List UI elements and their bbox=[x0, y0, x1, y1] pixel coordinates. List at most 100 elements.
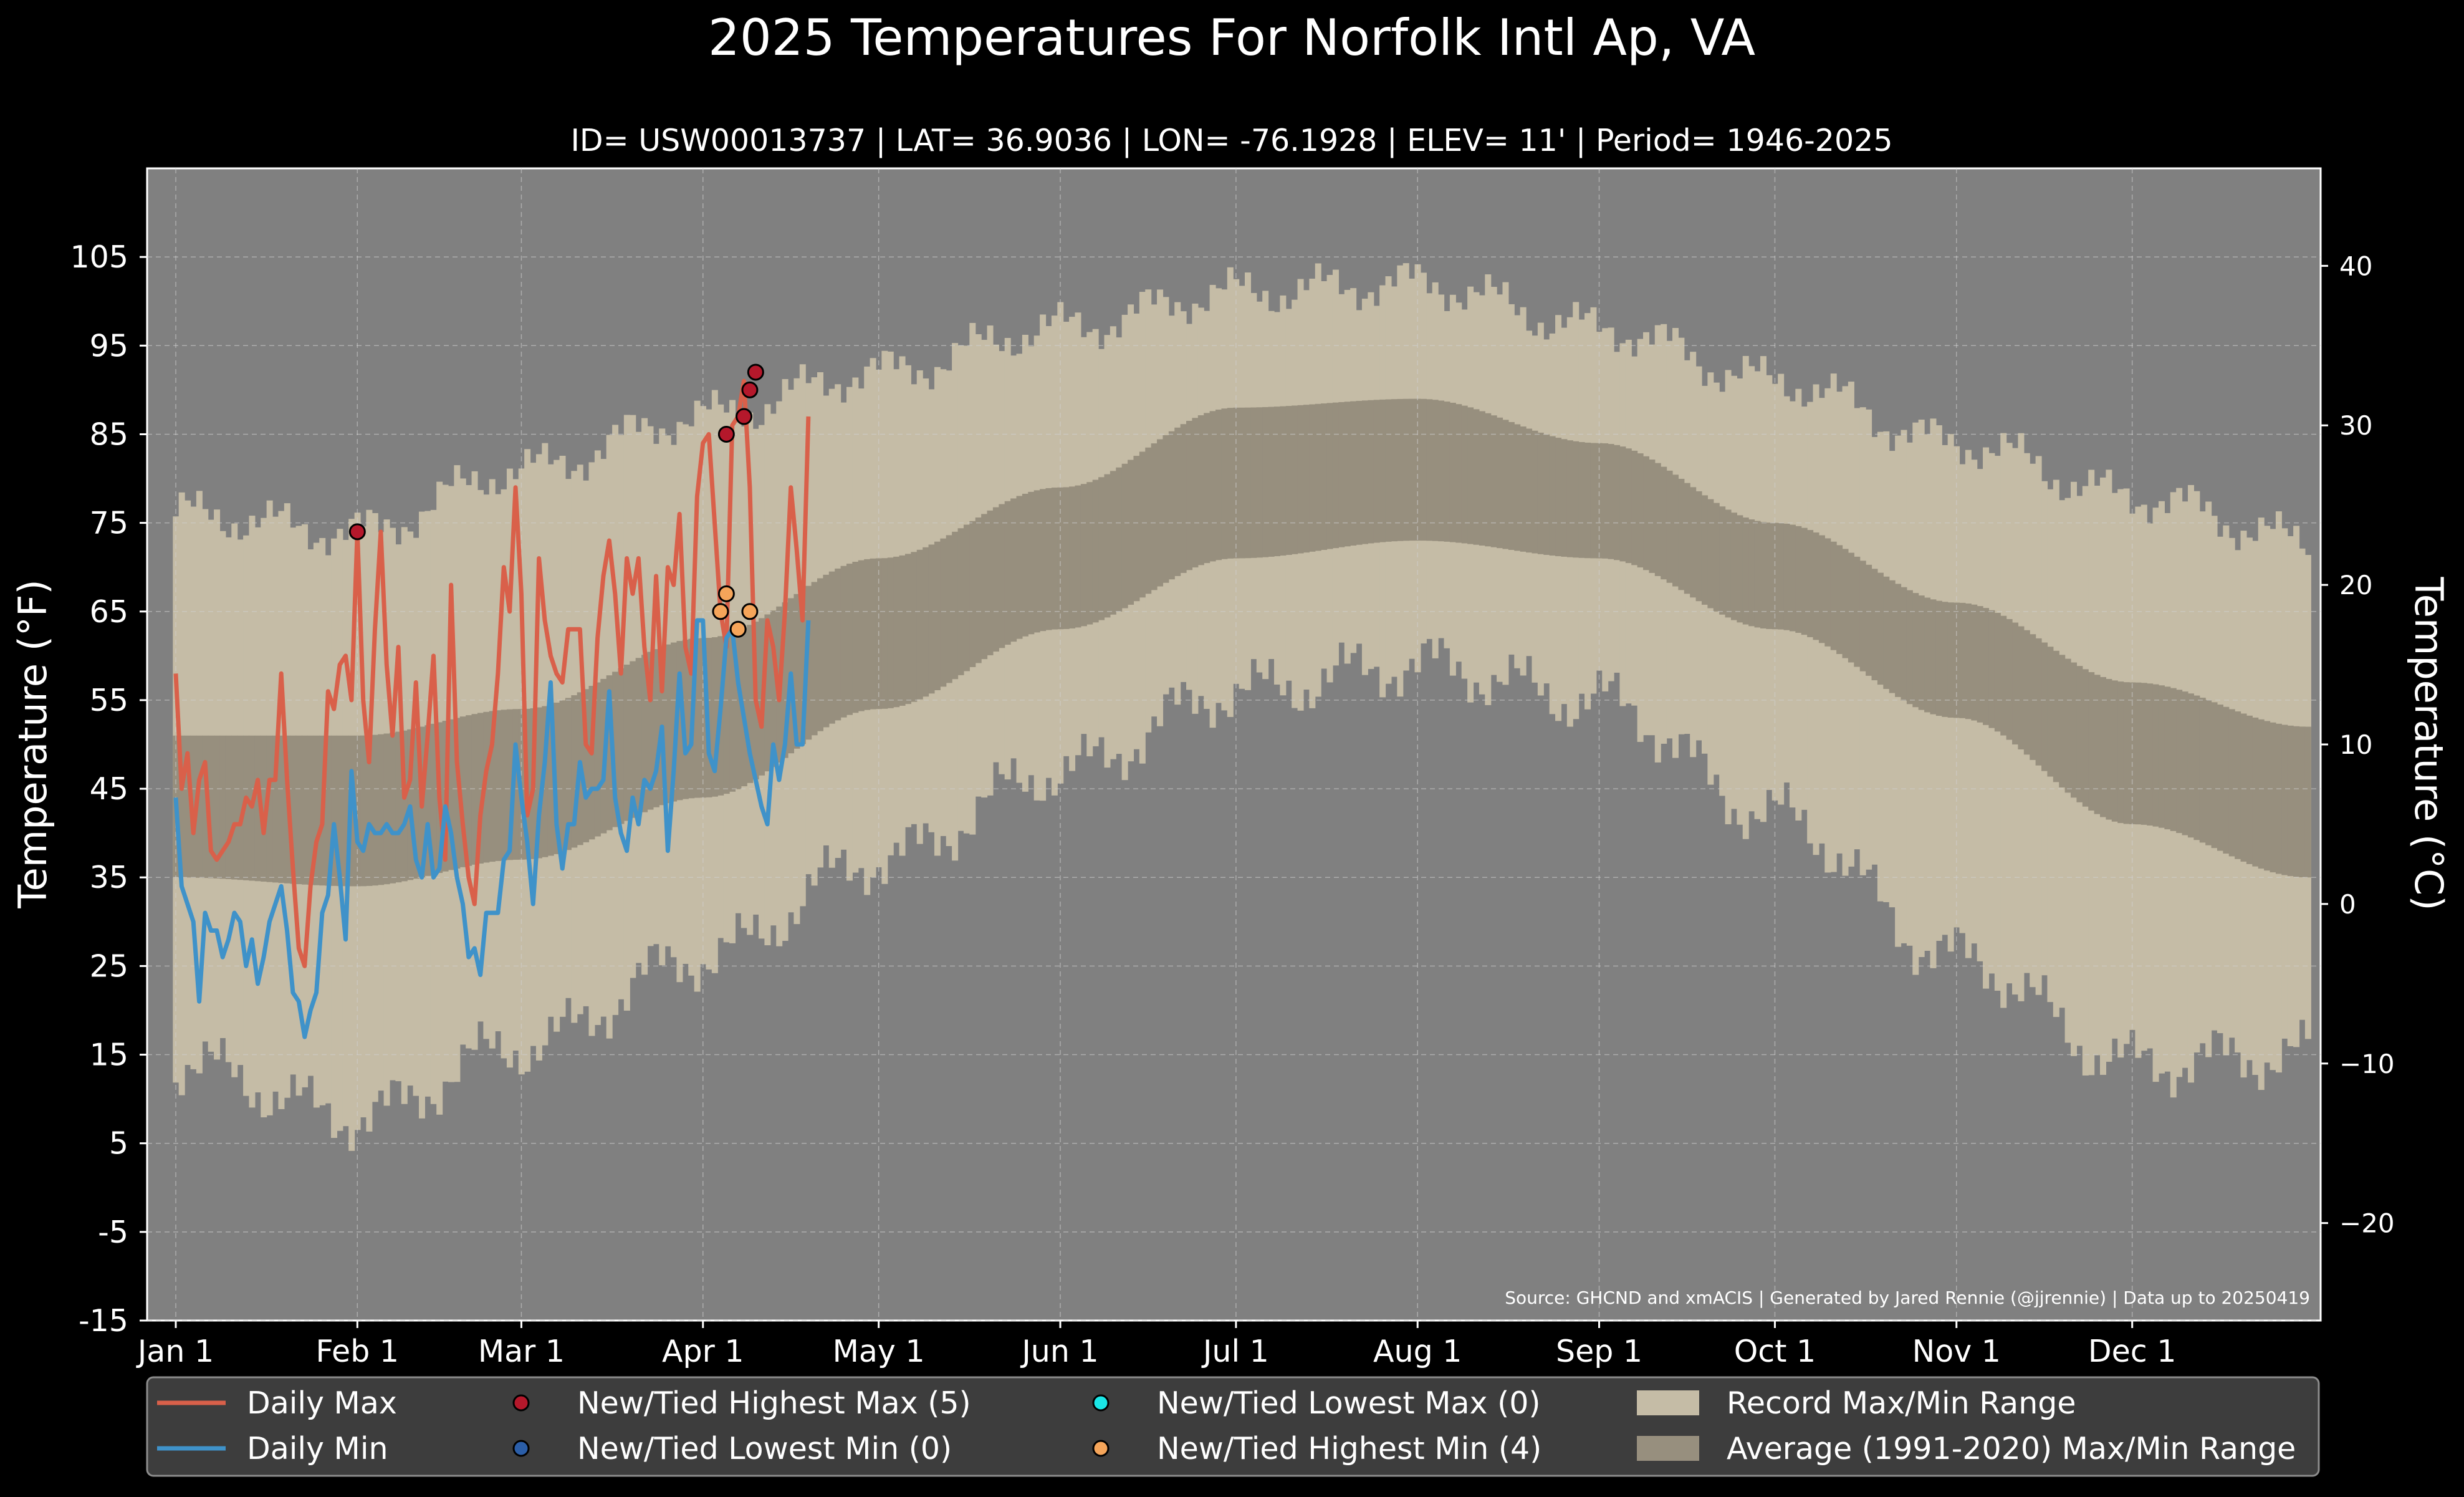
average-range-bar bbox=[542, 706, 549, 857]
average-range-bar bbox=[1649, 460, 1656, 573]
average-range-bar bbox=[185, 735, 191, 878]
y-tick-label: 25 bbox=[90, 948, 128, 984]
average-range-bar bbox=[852, 562, 859, 713]
average-range-bar bbox=[1133, 456, 1140, 602]
average-range-bar bbox=[2211, 702, 2218, 849]
average-range-bar bbox=[1157, 439, 1164, 587]
highest-max-marker bbox=[348, 523, 366, 541]
average-range-bar bbox=[290, 735, 297, 884]
average-range-bar bbox=[1795, 526, 1802, 633]
average-range-bar bbox=[307, 735, 314, 885]
average-range-bar bbox=[887, 557, 894, 708]
average-range-bar bbox=[383, 733, 390, 885]
average-range-bar bbox=[1942, 602, 1949, 717]
average-range-bar bbox=[1379, 399, 1386, 542]
average-range-bar bbox=[1631, 450, 1638, 566]
average-range-bar bbox=[1028, 491, 1035, 635]
average-range-bar bbox=[2000, 615, 2007, 736]
x-tick-label: Jan 1 bbox=[136, 1334, 214, 1369]
average-range-bar bbox=[1356, 400, 1363, 545]
average-range-bar bbox=[1742, 517, 1749, 625]
average-range-bar bbox=[840, 566, 847, 718]
average-range-bar bbox=[501, 710, 507, 860]
legend-record-range-label: Record Max/Min Range bbox=[1727, 1385, 2076, 1421]
average-range-bar bbox=[1935, 600, 1942, 716]
x-tick-label: Apr 1 bbox=[662, 1334, 744, 1369]
average-range-bar bbox=[413, 728, 419, 879]
average-range-bar bbox=[1104, 474, 1111, 618]
average-range-bar bbox=[1449, 402, 1456, 542]
y-tick-label: -15 bbox=[79, 1303, 128, 1339]
average-range-bar bbox=[1883, 576, 1890, 689]
average-range-bar bbox=[2217, 705, 2223, 851]
average-range-bar bbox=[1930, 599, 1937, 715]
average-range-bar bbox=[770, 610, 777, 768]
average-range-bar bbox=[1971, 604, 1978, 721]
average-range-bar bbox=[1397, 398, 1404, 541]
average-range-bar bbox=[1672, 474, 1679, 587]
average-range-bar bbox=[881, 558, 888, 709]
average-range-bar bbox=[1666, 470, 1673, 583]
average-range-bar bbox=[1818, 535, 1825, 643]
average-range-bar bbox=[700, 638, 707, 798]
chart-subtitle: ID= USW00013737 | LAT= 36.9036 | LON= -7… bbox=[570, 123, 1892, 158]
daily-min-line bbox=[173, 618, 811, 1039]
average-range-bar bbox=[723, 634, 730, 794]
average-range-bar bbox=[1754, 521, 1761, 628]
average-range-bar bbox=[2082, 669, 2089, 807]
average-range-bar bbox=[1848, 552, 1854, 663]
average-range-bar bbox=[1994, 612, 2001, 732]
legend-lowest-min-swatch bbox=[512, 1440, 530, 1457]
legend-highest-min-swatch bbox=[1092, 1440, 1110, 1457]
average-range-bars bbox=[173, 398, 2311, 887]
average-range-bar bbox=[764, 614, 771, 772]
average-range-bar bbox=[342, 735, 349, 887]
average-range-bar bbox=[1204, 413, 1210, 564]
legend-lowest-max-swatch bbox=[1092, 1394, 1110, 1412]
average-range-bar bbox=[2088, 672, 2095, 811]
average-range-bar bbox=[231, 735, 238, 880]
average-range-bar bbox=[1895, 584, 1902, 697]
average-range-bar bbox=[2223, 706, 2230, 854]
highest-min-marker bbox=[712, 603, 729, 620]
average-range-bar bbox=[2158, 685, 2165, 828]
average-range-bar bbox=[1391, 399, 1397, 542]
average-range-bar bbox=[2053, 650, 2059, 782]
average-range-bar bbox=[1766, 522, 1773, 629]
average-range-bar bbox=[664, 644, 671, 804]
average-range-bar bbox=[1725, 509, 1732, 618]
average-range-bar bbox=[835, 568, 841, 721]
highest-max-marker bbox=[747, 363, 764, 381]
average-range-bar bbox=[1080, 484, 1087, 627]
average-range-bar bbox=[2199, 698, 2206, 843]
average-range-bar bbox=[1368, 400, 1374, 544]
average-range-bar bbox=[1292, 405, 1298, 554]
average-range-bar bbox=[483, 711, 490, 863]
average-range-bar bbox=[2123, 682, 2130, 824]
legend-lowest-min-label: New/Tied Lowest Min (0) bbox=[577, 1431, 952, 1466]
average-range-bar bbox=[2205, 700, 2212, 845]
average-range-bar bbox=[1813, 532, 1819, 640]
average-range-bar bbox=[1215, 409, 1222, 561]
average-range-bar bbox=[1760, 522, 1767, 628]
average-range-bar bbox=[1250, 407, 1257, 558]
average-range-bar bbox=[1707, 499, 1714, 609]
average-range-bar bbox=[208, 735, 214, 878]
average-range-bar bbox=[1145, 447, 1152, 594]
x-tick-label: Jun 1 bbox=[1020, 1334, 1098, 1369]
average-range-bar bbox=[911, 552, 918, 702]
average-range-bar bbox=[2287, 725, 2294, 877]
average-range-bar bbox=[899, 555, 906, 706]
average-range-bar bbox=[512, 709, 519, 860]
average-range-bar bbox=[928, 544, 935, 694]
average-range-bar bbox=[272, 735, 279, 883]
average-range-bar bbox=[372, 734, 378, 886]
average-range-bar bbox=[1807, 530, 1814, 637]
average-range-bar bbox=[1684, 483, 1690, 594]
average-range-bar bbox=[266, 735, 273, 882]
average-range-bar bbox=[2176, 690, 2183, 834]
average-range-bar bbox=[1268, 407, 1275, 557]
gridlines bbox=[147, 168, 2321, 1321]
average-range-bar bbox=[1584, 442, 1591, 559]
average-range-bar bbox=[1420, 398, 1427, 541]
